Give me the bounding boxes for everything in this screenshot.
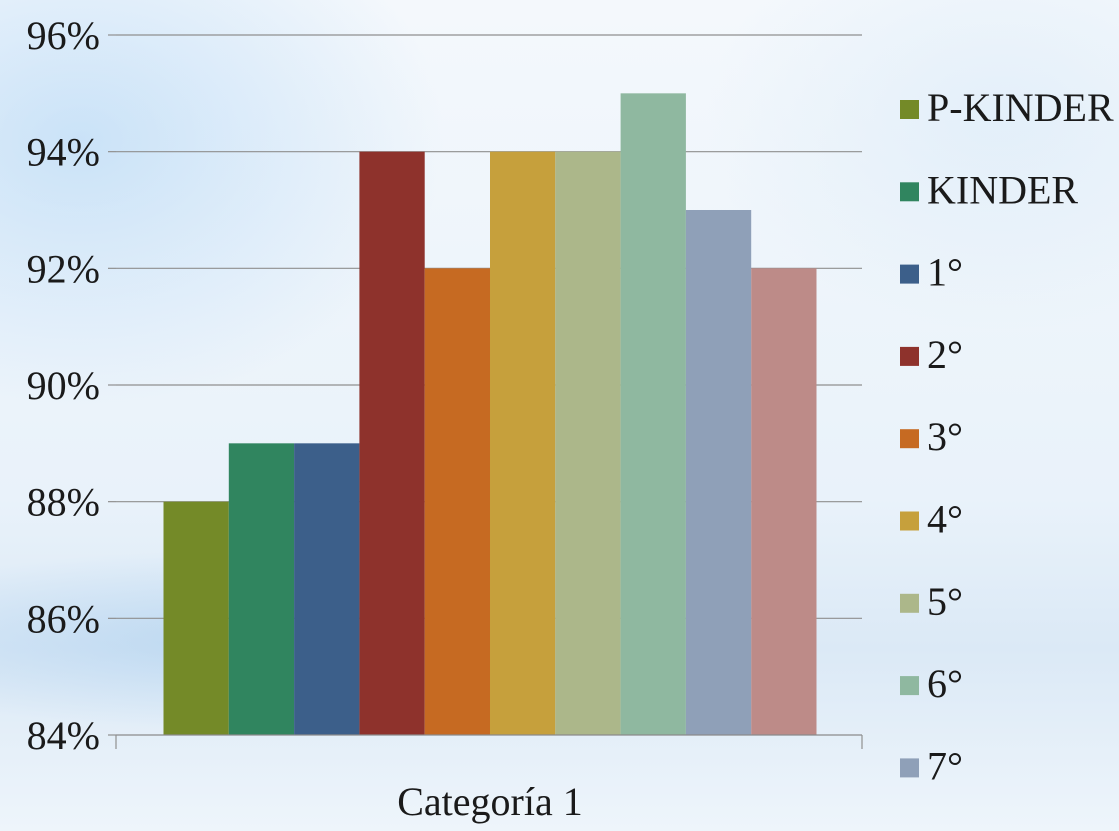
legend-label: KINDER [927, 167, 1078, 212]
y-tick-label: 86% [27, 596, 100, 641]
y-tick-label: 92% [27, 246, 100, 291]
bar-5 [424, 268, 490, 735]
legend-label: 4° [927, 497, 963, 542]
x-axis: Categoría 1 [115, 735, 863, 824]
legend-label: 7° [927, 743, 963, 788]
y-tick-label: 88% [27, 480, 100, 525]
bar-6 [490, 151, 556, 736]
y-axis-tick-labels: 84% 86% 88% 90% 92% 94% 96% [27, 13, 100, 758]
legend-label: 5° [927, 579, 963, 624]
x-category-label: Categoría 1 [397, 779, 583, 824]
y-tick-label: 94% [27, 130, 100, 175]
legend-swatch [900, 758, 919, 778]
legend-label: P-KINDER [927, 85, 1114, 130]
bar-10 [751, 268, 817, 735]
y-tick-label: 90% [27, 363, 100, 408]
legend-label: 1° [927, 250, 963, 295]
bar-7 [555, 151, 621, 736]
bar-4 [359, 151, 425, 736]
legend-swatch [900, 593, 919, 613]
legend-label: 6° [927, 661, 963, 706]
legend-swatch [900, 182, 919, 202]
legend-swatch [900, 676, 919, 696]
bar-8 [620, 93, 686, 735]
bar-1 [163, 501, 229, 735]
legend-swatch [900, 264, 919, 284]
bars [163, 93, 817, 736]
y-tick-label: 84% [27, 713, 100, 758]
legend-label: 2° [927, 332, 963, 377]
legend-label: 3° [927, 414, 963, 459]
legend-swatch [900, 511, 919, 531]
y-tick-label: 96% [27, 13, 100, 58]
bar-9 [685, 210, 752, 735]
bar-3 [294, 443, 360, 735]
legend: P-KINDER KINDER 1° 2° 3° 4° 5° 6° 7° [900, 85, 1114, 788]
bar-2 [228, 443, 295, 735]
legend-swatch [900, 100, 919, 119]
legend-swatch [900, 429, 919, 449]
legend-swatch [900, 346, 919, 366]
